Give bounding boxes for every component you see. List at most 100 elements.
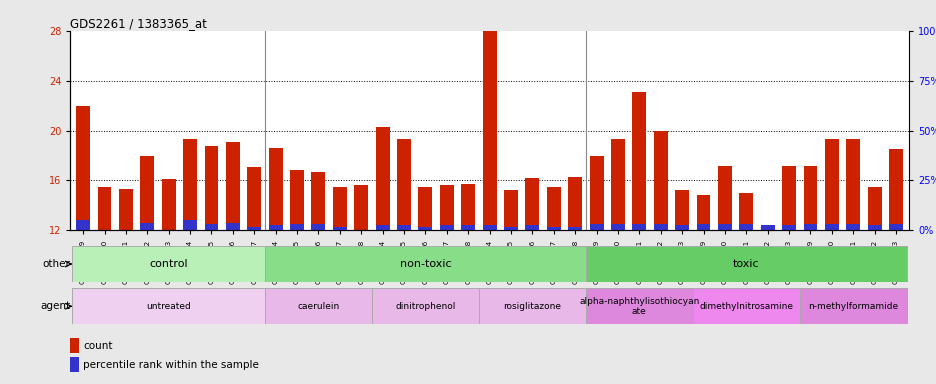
Bar: [589, 224, 603, 230]
Bar: [653, 224, 667, 230]
Text: rosiglitazone: rosiglitazone: [503, 302, 561, 311]
Bar: [525, 225, 539, 230]
Bar: [567, 177, 581, 230]
Bar: [547, 187, 560, 230]
Bar: [204, 146, 218, 230]
Bar: [226, 142, 240, 230]
Bar: [867, 225, 881, 230]
Bar: [567, 227, 581, 230]
Bar: [525, 178, 539, 230]
Text: other: other: [42, 259, 70, 269]
Bar: [504, 190, 518, 230]
Bar: [439, 185, 453, 230]
Bar: [269, 225, 283, 230]
Bar: [695, 195, 709, 230]
Bar: [226, 223, 240, 230]
Bar: [824, 224, 838, 230]
Bar: [585, 246, 906, 282]
Bar: [478, 288, 585, 324]
Bar: [375, 127, 389, 230]
Bar: [97, 187, 111, 230]
Bar: [119, 189, 133, 230]
Bar: [76, 220, 90, 230]
Bar: [397, 225, 411, 230]
Bar: [845, 139, 859, 230]
Bar: [183, 139, 197, 230]
Bar: [290, 224, 303, 230]
Bar: [675, 225, 688, 230]
Bar: [265, 288, 372, 324]
Bar: [803, 224, 816, 230]
Bar: [739, 193, 753, 230]
Text: agent: agent: [40, 301, 70, 311]
Bar: [375, 225, 389, 230]
Text: control: control: [149, 259, 188, 269]
Bar: [675, 190, 688, 230]
Text: GDS2261 / 1383365_at: GDS2261 / 1383365_at: [70, 17, 207, 30]
Text: untreated: untreated: [146, 302, 191, 311]
Text: dinitrophenol: dinitrophenol: [395, 302, 455, 311]
Bar: [803, 166, 816, 230]
Bar: [585, 288, 692, 324]
Bar: [372, 288, 478, 324]
Bar: [482, 225, 496, 230]
Bar: [547, 227, 560, 230]
Bar: [269, 148, 283, 230]
Bar: [888, 149, 902, 230]
Bar: [867, 187, 881, 230]
Bar: [461, 184, 475, 230]
Bar: [695, 224, 709, 230]
Bar: [72, 246, 265, 282]
Bar: [760, 227, 774, 230]
Text: toxic: toxic: [732, 259, 759, 269]
Bar: [140, 223, 154, 230]
Bar: [692, 288, 799, 324]
Bar: [610, 139, 624, 230]
Bar: [76, 106, 90, 230]
Bar: [799, 288, 906, 324]
Bar: [140, 156, 154, 230]
Bar: [632, 92, 646, 230]
Bar: [439, 225, 453, 230]
Bar: [888, 224, 902, 230]
Text: non-toxic: non-toxic: [399, 259, 451, 269]
Bar: [782, 166, 796, 230]
Bar: [717, 224, 731, 230]
Text: percentile rank within the sample: percentile rank within the sample: [83, 360, 259, 370]
Bar: [204, 224, 218, 230]
Bar: [504, 227, 518, 230]
Bar: [247, 227, 261, 230]
Bar: [265, 246, 585, 282]
Bar: [782, 225, 796, 230]
Text: count: count: [83, 341, 112, 351]
Bar: [589, 156, 603, 230]
Bar: [632, 224, 646, 230]
Bar: [610, 224, 624, 230]
Bar: [760, 225, 774, 230]
Bar: [70, 338, 79, 353]
Bar: [332, 227, 346, 230]
Bar: [183, 220, 197, 230]
Bar: [418, 227, 431, 230]
Bar: [72, 288, 265, 324]
Bar: [482, 31, 496, 230]
Bar: [739, 224, 753, 230]
Bar: [397, 139, 411, 230]
Bar: [845, 224, 859, 230]
Text: alpha-naphthylisothiocyan
ate: alpha-naphthylisothiocyan ate: [578, 296, 699, 316]
Bar: [461, 225, 475, 230]
Bar: [824, 139, 838, 230]
Text: n-methylformamide: n-methylformamide: [808, 302, 898, 311]
Text: caerulein: caerulein: [297, 302, 339, 311]
Bar: [717, 166, 731, 230]
Text: dimethylnitrosamine: dimethylnitrosamine: [698, 302, 793, 311]
Bar: [332, 187, 346, 230]
Bar: [354, 185, 368, 230]
Bar: [162, 179, 175, 230]
Bar: [311, 172, 325, 230]
Bar: [653, 131, 667, 230]
Bar: [70, 357, 79, 372]
Bar: [418, 187, 431, 230]
Bar: [247, 167, 261, 230]
Bar: [311, 224, 325, 230]
